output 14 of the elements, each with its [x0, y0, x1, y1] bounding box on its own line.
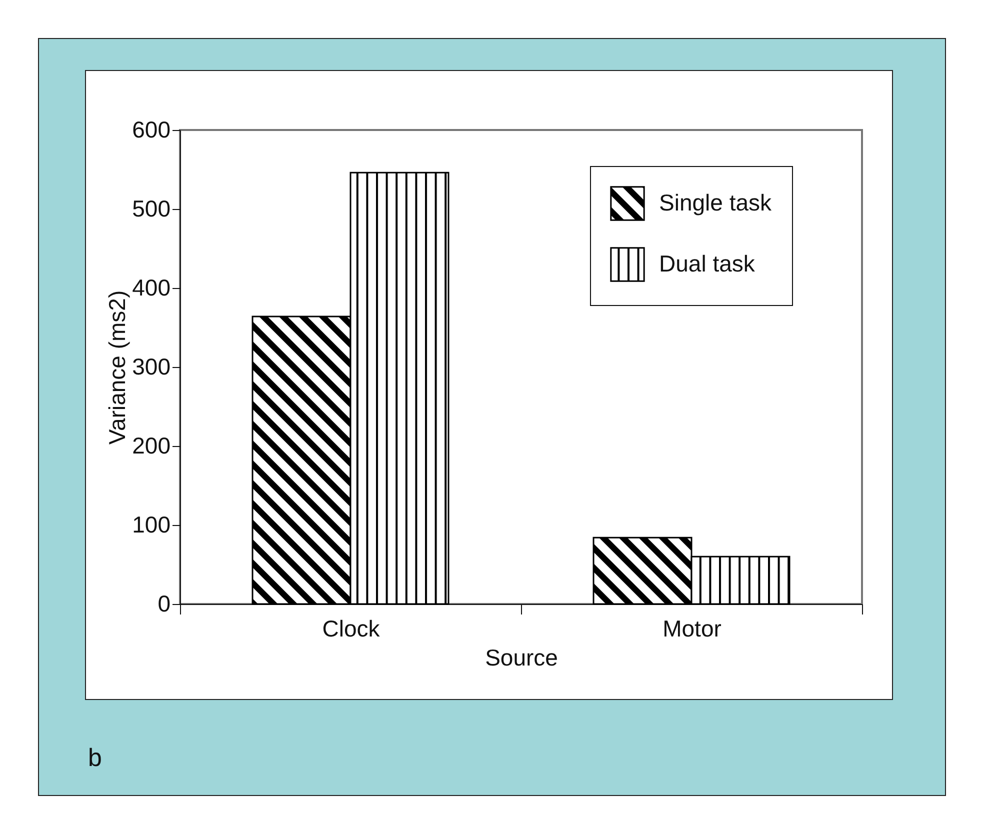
x-tick-label: Motor	[662, 616, 722, 642]
y-tick-label: 100	[132, 512, 170, 538]
y-tick-label: 500	[132, 196, 170, 222]
text: b	[88, 744, 102, 773]
y-tick-label: 300	[132, 354, 170, 380]
y-tick-label: 0	[158, 590, 170, 616]
y-tick-label: 600	[132, 116, 170, 142]
legend-label: Single task	[659, 190, 772, 216]
y-tick-label: 400	[132, 274, 170, 300]
y-axis-title: Variance (ms2)	[104, 290, 130, 445]
x-tick-label: Clock	[322, 616, 380, 642]
y-tick-label: 200	[132, 432, 170, 458]
x-axis-title: Source	[485, 644, 558, 670]
legend-label: Dual task	[659, 250, 756, 276]
